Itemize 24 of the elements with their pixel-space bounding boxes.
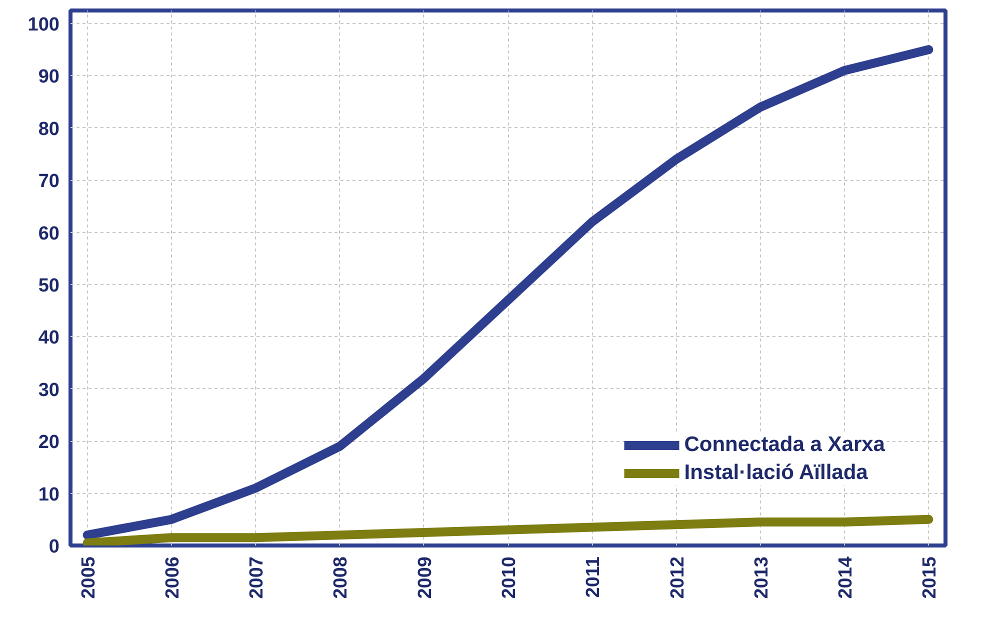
y-tick-label: 60 bbox=[38, 223, 60, 244]
y-tick-label: 40 bbox=[38, 328, 60, 349]
x-tick-label: 2005 bbox=[78, 556, 100, 599]
legend-label: Instal·lació Aïllada bbox=[684, 461, 868, 485]
x-tick-label: 2012 bbox=[667, 556, 688, 599]
x-tick-label: 2010 bbox=[499, 556, 520, 599]
x-tick-label: 2015 bbox=[920, 556, 941, 599]
y-tick-label: 70 bbox=[38, 171, 60, 192]
y-tick-label: 80 bbox=[38, 118, 60, 140]
x-tick-label: 2008 bbox=[330, 556, 352, 599]
y-tick-label: 20 bbox=[38, 432, 60, 454]
x-tick-label: 2011 bbox=[583, 556, 604, 598]
y-tick-label: 90 bbox=[38, 66, 60, 88]
x-tick-label: 2009 bbox=[414, 556, 436, 599]
y-tick-label: 0 bbox=[48, 536, 60, 558]
x-tick-label: 2014 bbox=[836, 556, 857, 599]
legend-label: Connectada a Xarxa bbox=[684, 433, 885, 457]
x-tick-label: 2007 bbox=[246, 556, 268, 599]
y-tick-label: 50 bbox=[38, 276, 60, 297]
y-tick-label: 100 bbox=[28, 14, 60, 36]
y-tick-label: 30 bbox=[38, 380, 60, 401]
x-tick-label: 2013 bbox=[751, 556, 772, 599]
y-tick-label: 10 bbox=[38, 484, 60, 506]
x-tick-label: 2006 bbox=[162, 556, 184, 599]
